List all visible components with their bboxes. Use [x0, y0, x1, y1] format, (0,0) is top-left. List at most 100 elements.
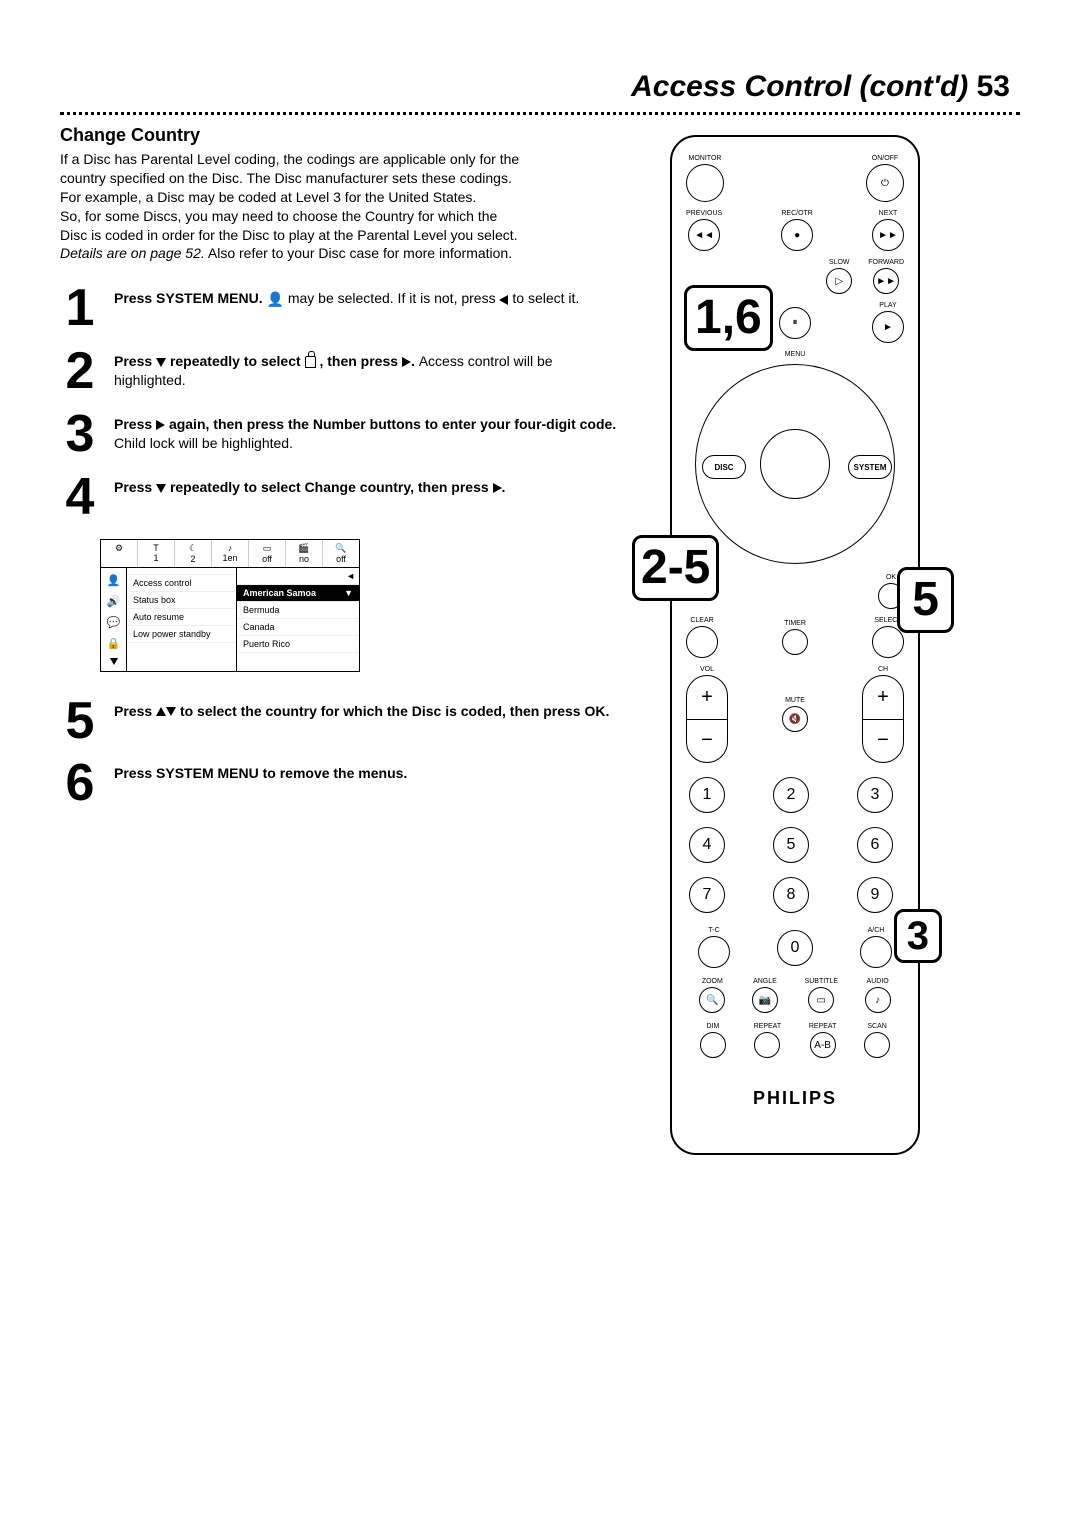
mute-button[interactable]: 🔇 — [782, 706, 808, 732]
tc-button[interactable] — [698, 936, 730, 968]
right-arrow-icon — [493, 483, 502, 493]
number-3-button[interactable]: 3 — [857, 777, 893, 813]
step2-bold-d: . — [411, 353, 415, 369]
timer-button[interactable] — [782, 629, 808, 655]
speaker-icon: 🔊 — [107, 595, 121, 608]
down-arrow-icon: ▼ — [344, 588, 353, 598]
intro-line: For example, a Disc may be coded at Leve… — [60, 188, 620, 207]
monitor-button[interactable] — [686, 164, 724, 202]
label-dim: DIM — [706, 1023, 719, 1030]
osd-top-row: ⚙ T1 ☾2 ♪1en ▭off 🎬no 🔍off — [101, 540, 359, 568]
osd-left-item: Low power standby — [127, 626, 236, 643]
zoom-button[interactable]: 🔍 — [699, 987, 725, 1013]
disc-button[interactable]: DISC — [702, 455, 746, 479]
number-7-button[interactable]: 7 — [689, 877, 725, 913]
slow-button[interactable]: ▷ — [826, 268, 852, 294]
number-pad: 1 2 3 4 5 6 7 8 9 — [686, 777, 904, 913]
osd-top-cell: ▭off — [249, 540, 286, 567]
label-next: NEXT — [879, 210, 898, 217]
down-arrow-icon — [156, 484, 166, 493]
intro-line: country specified on the Disc. The Disc … — [60, 169, 620, 188]
title-divider — [60, 112, 1020, 115]
osd-top-cell: 🎬no — [286, 540, 323, 567]
number-1-button[interactable]: 1 — [689, 777, 725, 813]
osd-back-arrow — [127, 568, 236, 575]
number-9-button[interactable]: 9 — [857, 877, 893, 913]
step4-bold-a: Press — [114, 479, 156, 495]
step5-bold-a: Press — [114, 703, 156, 719]
step-number: 4 — [60, 474, 100, 521]
brand-logo: PHILIPS — [686, 1088, 904, 1109]
osd-left-item: Access control — [127, 575, 236, 592]
osd-top-cell: ⚙ — [101, 540, 138, 567]
repeat-ab-button[interactable]: A-B — [810, 1032, 836, 1058]
page-title-text: Access Control (cont'd) — [631, 70, 968, 103]
osd-left-item: Status box — [127, 592, 236, 609]
onscreen-menu: ⚙ T1 ☾2 ♪1en ▭off 🎬no 🔍off 👤 🔊 💬 🔒 — [100, 539, 360, 672]
step2-bold-a: Press — [114, 353, 156, 369]
label-repeat-ab: REPEAT — [809, 1023, 837, 1030]
intro-line: So, for some Discs, you may need to choo… — [60, 207, 620, 226]
channel-rocker[interactable]: +− — [862, 675, 904, 763]
page-number: 53 — [977, 70, 1010, 103]
scan-button[interactable] — [864, 1032, 890, 1058]
down-arrow-icon — [156, 358, 166, 367]
osd-right-item: Canada — [237, 619, 359, 636]
menu-center[interactable] — [760, 429, 830, 499]
subtitle-button[interactable]: ▭ — [808, 987, 834, 1013]
play-button[interactable]: ► — [872, 311, 904, 343]
intro-line: Disc is coded in order for the Disc to p… — [60, 226, 620, 245]
lock-icon — [305, 356, 316, 368]
osd-selected-label: American Samoa — [243, 588, 316, 598]
system-button[interactable]: SYSTEM — [848, 455, 892, 479]
step1-bold: Press SYSTEM MENU. — [114, 290, 267, 306]
previous-button[interactable]: ◄◄ — [688, 219, 720, 251]
number-0-button[interactable]: 0 — [777, 930, 813, 966]
osd-right-item: Bermuda — [237, 602, 359, 619]
repeat-button[interactable] — [754, 1032, 780, 1058]
angle-button[interactable]: 📷 — [752, 987, 778, 1013]
remote-control-diagram: 1,6 2-5 5 3 MONITOR ON/OFF⏻ PREVIOUS◄◄ R… — [670, 135, 920, 1155]
volume-rocker[interactable]: +− — [686, 675, 728, 763]
number-4-button[interactable]: 4 — [689, 827, 725, 863]
step-4: 4 Press repeatedly to select Change coun… — [60, 474, 620, 521]
step-number: 2 — [60, 348, 100, 395]
audio-button[interactable]: ♪ — [865, 987, 891, 1013]
label-forward: FORWARD — [868, 259, 904, 266]
number-2-button[interactable]: 2 — [773, 777, 809, 813]
step2-bold-b: repeatedly to select — [170, 353, 305, 369]
clear-button[interactable] — [686, 626, 718, 658]
power-button[interactable]: ⏻ — [866, 164, 904, 202]
step3-rest: Child lock will be highlighted. — [114, 435, 293, 451]
forward-button[interactable]: ►► — [873, 268, 899, 294]
label-menu: MENU — [686, 351, 904, 358]
step2-bold-c: , then press — [319, 353, 398, 369]
dim-button[interactable] — [700, 1032, 726, 1058]
step5-bold-b: to select the country for which the Disc… — [180, 703, 609, 719]
step6-bold: Press SYSTEM MENU to remove the menus. — [114, 765, 407, 781]
pause-button[interactable]: ⏸ — [779, 307, 811, 339]
osd-right-item: Puerto Rico — [237, 636, 359, 653]
step-number: 6 — [60, 760, 100, 807]
step3-bold-b: again, then press the Number buttons to … — [169, 416, 616, 432]
ach-button[interactable] — [860, 936, 892, 968]
label-ok: OK — [886, 574, 896, 581]
step-6: 6 Press SYSTEM MENU to remove the menus. — [60, 760, 620, 807]
number-5-button[interactable]: 5 — [773, 827, 809, 863]
next-button[interactable]: ►► — [872, 219, 904, 251]
select-button[interactable] — [872, 626, 904, 658]
osd-top-cell: ♪1en — [212, 540, 249, 567]
osd-selected-item: American Samoa ▼ — [237, 585, 359, 602]
step-1: 1 Press SYSTEM MENU. 👤 may be selected. … — [60, 285, 620, 332]
left-arrow-icon — [499, 295, 508, 305]
number-8-button[interactable]: 8 — [773, 877, 809, 913]
osd-top-cell: T1 — [138, 540, 175, 567]
menu-ring[interactable]: DISC SYSTEM — [695, 364, 895, 564]
callout-5: 5 — [897, 567, 954, 633]
label-zoom: ZOOM — [702, 978, 723, 985]
label-previous: PREVIOUS — [686, 210, 722, 217]
record-button[interactable]: ● — [781, 219, 813, 251]
number-6-button[interactable]: 6 — [857, 827, 893, 863]
step-number: 1 — [60, 285, 100, 332]
step1-rest-b: to select it. — [512, 290, 579, 306]
